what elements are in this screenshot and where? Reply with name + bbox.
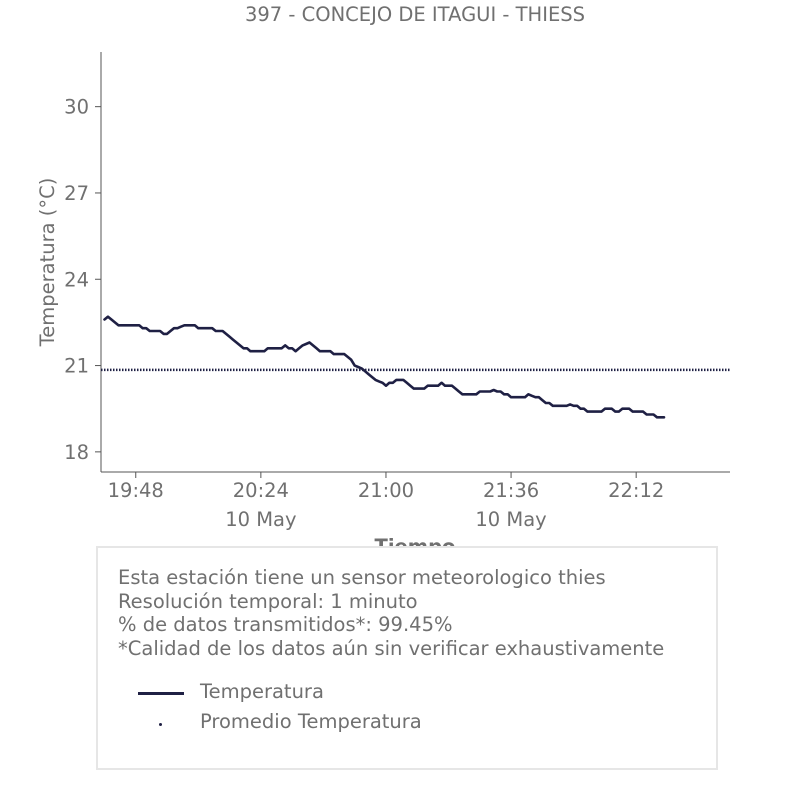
x-tick-date-label: 10 May (225, 508, 296, 531)
x-tick-label: 19:48 (108, 479, 164, 502)
y-tick-label: 27 (64, 182, 89, 205)
x-tick-label: 22:12 (608, 479, 664, 502)
x-tick-date-label: 10 May (475, 508, 546, 531)
y-tick-label: 18 (64, 441, 89, 464)
series-temperatura (103, 315, 666, 419)
legend-line-swatch (138, 692, 184, 695)
y-axis-label: Temperatura (°C) (36, 178, 59, 348)
y-tick-label: 21 (64, 355, 89, 378)
y-tick-label: 30 (64, 96, 89, 119)
info-legend-box: Esta estación tiene un sensor meteorolog… (96, 546, 718, 770)
info-sensor-text: Esta estación tiene un sensor meteorolog… (118, 566, 606, 589)
info-resolution-text: Resolución temporal: 1 minuto (118, 589, 418, 613)
x-tick-label: 21:36 (483, 479, 539, 502)
y-tick-label: 24 (64, 268, 89, 291)
plot-area: 18 21 24 27 30 19:48 20:24 10 May 21:00 21:36 10 M… (64, 52, 730, 531)
station-info: Esta estación tiene un sensor meteorolog… (118, 566, 664, 660)
legend-label-temperatura: Temperatura (200, 680, 324, 703)
legend-label-promedio: Promedio Temperatura (200, 710, 422, 733)
chart-title: 397 - CONCEJO DE ITAGUI - THIESS (245, 3, 585, 26)
x-tick-label: 21:00 (358, 479, 414, 502)
x-tick-label: 20:24 (233, 479, 289, 502)
info-quality-text: *Calidad de los datos aún sin verificar … (118, 636, 665, 660)
info-transmitted-text: % de datos transmitidos*: 99.45% (118, 613, 453, 636)
legend-dot-swatch (159, 723, 162, 726)
